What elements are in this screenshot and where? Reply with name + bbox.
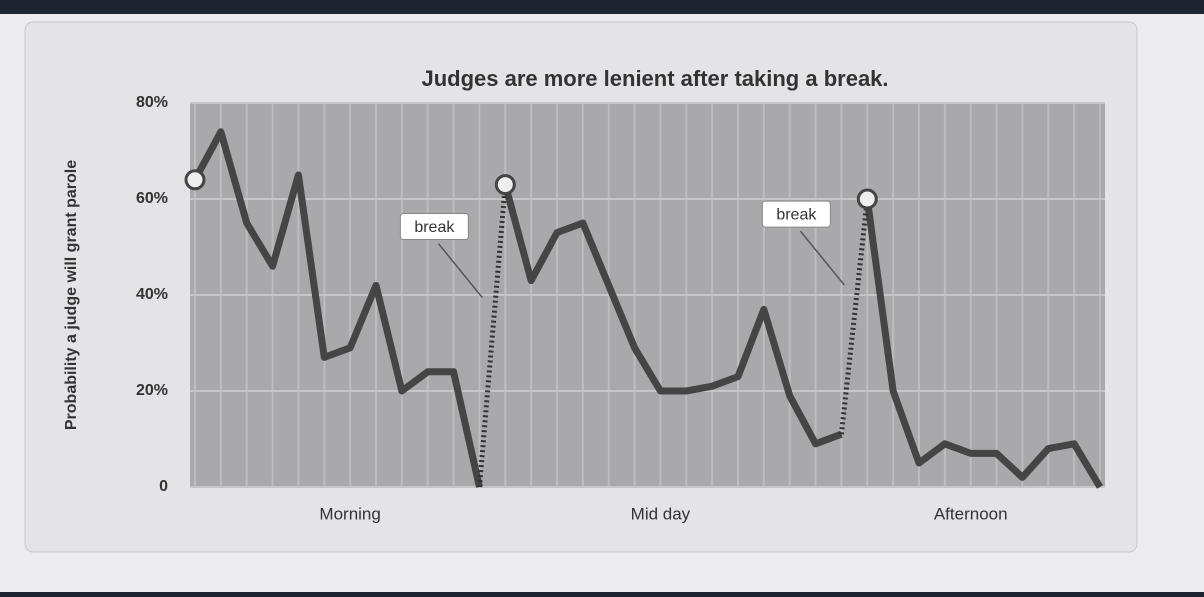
start-marker [858,190,876,208]
x-tick-label: Morning [319,504,380,523]
chart-title: Judges are more lenient after taking a b… [421,66,888,91]
y-tick-label: 0 [159,478,168,495]
annotation-text: break [414,219,455,236]
y-tick-label: 60% [136,190,168,207]
chart: Judges are more lenient after taking a b… [0,0,1204,592]
y-tick-label: 80% [136,94,168,111]
y-tick-label: 40% [136,286,168,303]
page: Judges are more lenient after taking a b… [0,0,1204,597]
y-tick-label: 20% [136,382,168,399]
start-marker [186,171,204,189]
annotation-text: break [776,206,817,223]
x-tick-label: Mid day [631,504,691,523]
x-tick-label: Afternoon [934,504,1008,523]
y-axis-label: Probability a judge will grant parole [63,160,80,430]
start-marker [496,176,514,194]
